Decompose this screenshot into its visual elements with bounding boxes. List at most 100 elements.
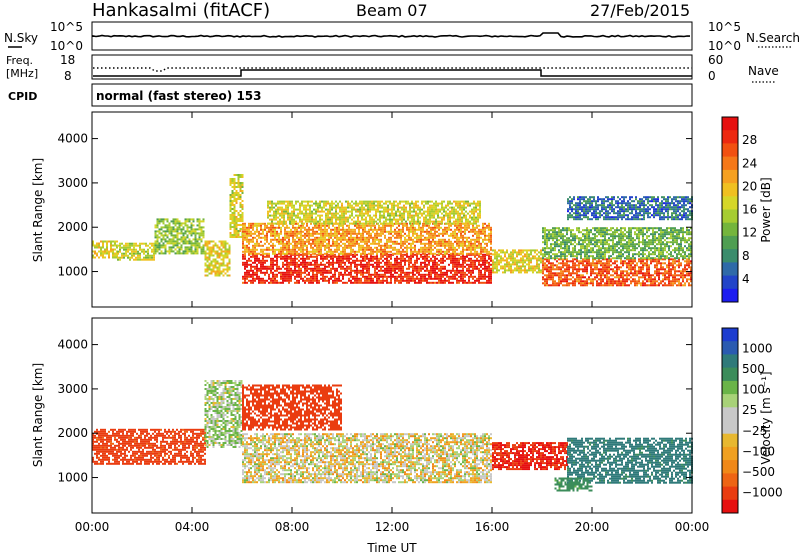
freq-label-2: [MHz] (6, 67, 38, 80)
nave-trace (93, 69, 692, 77)
xaxis-label: Time UT (366, 541, 417, 554)
velocity-x-tick-label: 00:00 (675, 520, 710, 534)
power-colorbar-swatch (722, 275, 738, 290)
power-colorbar-swatch (722, 288, 738, 303)
velocity-region-1 (204, 380, 243, 448)
velocity-colorbar-tick: 25 (742, 403, 757, 417)
power-colorbar-tick: 8 (742, 249, 750, 263)
velocity-y-ticks: 1000 2000 3000 4000 (57, 338, 692, 485)
velocity-colorbar-swatch (722, 394, 738, 408)
freq-strip: Freq. [MHz] 18 8 60 0 Nave (6, 53, 779, 83)
power-region-6 (242, 222, 492, 255)
power-colorbar-swatch (722, 143, 738, 158)
velocity-colorbar-swatch (722, 407, 738, 421)
power-panel: 1000 2000 3000 4000 Slant Range [km] 4 8 12 16… (31, 111, 773, 308)
velocity-colorbar-tick: −25 (742, 424, 767, 438)
velocity-region-6 (554, 477, 593, 492)
power-colorbar-label: Power [dB] (759, 177, 773, 242)
velocity-colorbar-swatch (722, 420, 738, 435)
velocity-colorbar-swatch (722, 354, 738, 369)
power-colorbar-swatch (722, 156, 738, 171)
power-colorbar-tick: 28 (742, 133, 757, 147)
velocity-x-tick-label: 08:00 (275, 520, 310, 534)
power-colorbar-swatch (722, 169, 738, 184)
nave-tick-top: 60 (708, 53, 723, 67)
velocity-colorbar-tick: −100 (742, 444, 775, 458)
power-ylabel: Slant Range [km] (31, 158, 45, 262)
velocity-colorbar-swatch (722, 367, 738, 382)
power-region-1 (117, 242, 155, 261)
power-colorbar-tick: 16 (742, 203, 757, 217)
power-region-3 (204, 240, 231, 277)
power-region-8 (492, 249, 542, 274)
velocity-colorbar-label: Velocity [m s⁻¹] (759, 371, 773, 464)
velocity-x-tick-label: 12:00 (375, 520, 410, 534)
velocity-ylabel: Slant Range [km] (31, 363, 45, 467)
freq-label-1: Freq. (6, 54, 33, 67)
power-colorbar-tick: 4 (742, 272, 750, 286)
velocity-heatmap (92, 380, 693, 492)
velocity-colorbar: 1000 500 100 25 −25 −100 −500 −1000 (721, 327, 783, 514)
beam-title: Beam 07 (356, 1, 428, 20)
cpid-strip: CPID normal (fast stereo) 153 (8, 83, 693, 107)
power-region-9 (542, 258, 692, 287)
velocity-x-tick-label: 16:00 (475, 520, 510, 534)
nsky-label: N.Sky (4, 31, 38, 45)
velocity-x-tick-label: 04:00 (175, 520, 210, 534)
nsearch-tick-top: 10^5 (708, 20, 741, 34)
velocity-region-0 (92, 428, 206, 465)
power-colorbar-tick: 20 (742, 179, 757, 193)
power-colorbar-swatch (722, 249, 738, 263)
power-colorbar-tick: 24 (742, 156, 757, 170)
velocity-colorbar-swatch (722, 460, 738, 474)
power-colorbar-swatch (722, 117, 738, 131)
velocity-colorbar-swatch (722, 341, 738, 355)
velocity-colorbar-swatch (722, 446, 738, 461)
nsearch-label: N.Search (746, 31, 800, 45)
power-y-ticks: 1000 2000 3000 4000 (57, 132, 692, 279)
velocity-colorbar-tick: 500 (742, 362, 765, 376)
power-colorbar-swatch (722, 235, 738, 250)
velocity-x-ticks: 00:00 04:00 08:00 12:00 16:00 20:00 00:00 (75, 318, 710, 534)
nsky-trace (92, 32, 691, 38)
velocity-y-tick-label: 3000 (57, 382, 88, 396)
velocity-colorbar-tick: −500 (742, 465, 775, 479)
freq-tick-bottom: 8 (64, 69, 72, 83)
power-heatmap (92, 174, 693, 287)
power-colorbar-tick: 12 (742, 226, 757, 240)
power-y-tick-label: 4000 (57, 132, 88, 146)
power-colorbar-swatch (722, 196, 738, 210)
velocity-region-4 (492, 442, 568, 471)
nsky-tick-bottom: 10^0 (50, 39, 83, 53)
cpid-text: normal (fast stereo) 153 (96, 89, 262, 103)
freq-tick-top: 18 (60, 53, 75, 67)
power-region-10 (542, 227, 692, 260)
velocity-y-tick-label: 1000 (57, 471, 88, 485)
nsky-strip: N.Sky 10^5 10^0 10^5 10^0 N.Search (4, 20, 800, 53)
date-title: 27/Feb/2015 (590, 1, 690, 20)
nave-label: Nave (748, 64, 779, 78)
power-y-tick-label: 3000 (57, 176, 88, 190)
power-colorbar-swatch (722, 130, 738, 144)
velocity-colorbar-swatch (722, 499, 738, 514)
velocity-colorbar-swatch (722, 328, 738, 342)
velocity-region-5 (567, 437, 693, 484)
power-y-tick-label: 1000 (57, 265, 88, 279)
velocity-x-tick-label: 00:00 (75, 520, 110, 534)
nave-tick-bottom: 0 (708, 69, 716, 83)
velocity-x-tick-label: 20:00 (575, 520, 610, 534)
velocity-colorbar-swatch (722, 473, 738, 488)
velocity-region-2 (242, 433, 492, 484)
velocity-y-tick-label: 4000 (57, 338, 88, 352)
velocity-region-3 (242, 384, 342, 431)
velocity-colorbar-swatch (722, 433, 738, 448)
power-x-ticks (91, 112, 693, 307)
velocity-colorbar-tick: 100 (742, 383, 765, 397)
power-region-7 (267, 200, 481, 225)
power-region-2 (154, 218, 205, 255)
velocity-colorbar-tick: −1000 (742, 485, 783, 499)
power-colorbar-swatch (722, 222, 738, 237)
power-y-tick-label: 2000 (57, 220, 88, 234)
nsearch-tick-bottom: 10^0 (708, 39, 741, 53)
